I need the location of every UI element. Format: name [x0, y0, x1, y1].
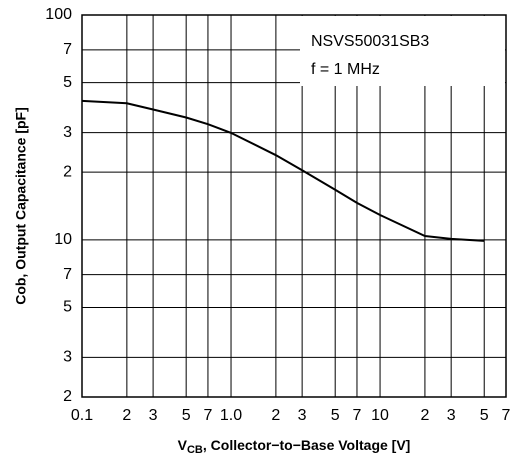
- line: [81, 99, 485, 242]
- y-tick-label: 10: [54, 231, 72, 248]
- y-tick-label: 100: [45, 6, 72, 23]
- y-tick-label: 2: [63, 163, 72, 180]
- x-tick-label: 7: [502, 407, 511, 424]
- annotation-box: [300, 16, 505, 86]
- x-tick-label: 3: [149, 407, 158, 424]
- y-tick-label: 5: [63, 299, 72, 316]
- x-tick-label: 5: [331, 407, 340, 424]
- x-tick-label: 5: [480, 407, 489, 424]
- x-tick-label: 1.0: [220, 407, 242, 424]
- y-tick-label: 7: [63, 266, 72, 283]
- x-tick-label: 10: [371, 407, 389, 424]
- plot-frame: [81, 14, 507, 398]
- y-tick-label: 3: [63, 124, 72, 141]
- x-label-rest: , Collector−to−Base Voltage [V]: [203, 437, 410, 453]
- y-tick-label: 3: [63, 349, 72, 366]
- y-axis-label: Cob, Output Capacitance [pF]: [13, 107, 29, 305]
- x-label-base: V: [178, 437, 188, 453]
- x-tick-label: 5: [182, 407, 191, 424]
- x-tick-label: 2: [122, 407, 131, 424]
- x-tick-label: 2: [420, 407, 429, 424]
- annotation: NSVS50031SB3: [311, 33, 429, 50]
- y-tick-label: 5: [63, 74, 72, 91]
- x-label-sub: CB: [187, 444, 203, 456]
- x-axis-label: VCB, Collector−to−Base Voltage [V]: [178, 437, 411, 456]
- x-tick-label: 0.1: [71, 407, 93, 424]
- x-tick-label: 7: [203, 407, 212, 424]
- x-tick-label: 7: [353, 407, 362, 424]
- y-tick-label: 7: [63, 41, 72, 58]
- x-tick-label: 3: [447, 407, 456, 424]
- x-tick-label: 3: [298, 407, 307, 424]
- x-tick-label: 2: [271, 407, 280, 424]
- annotation: f = 1 MHz: [311, 61, 380, 78]
- y-tick-label: 2: [63, 388, 72, 405]
